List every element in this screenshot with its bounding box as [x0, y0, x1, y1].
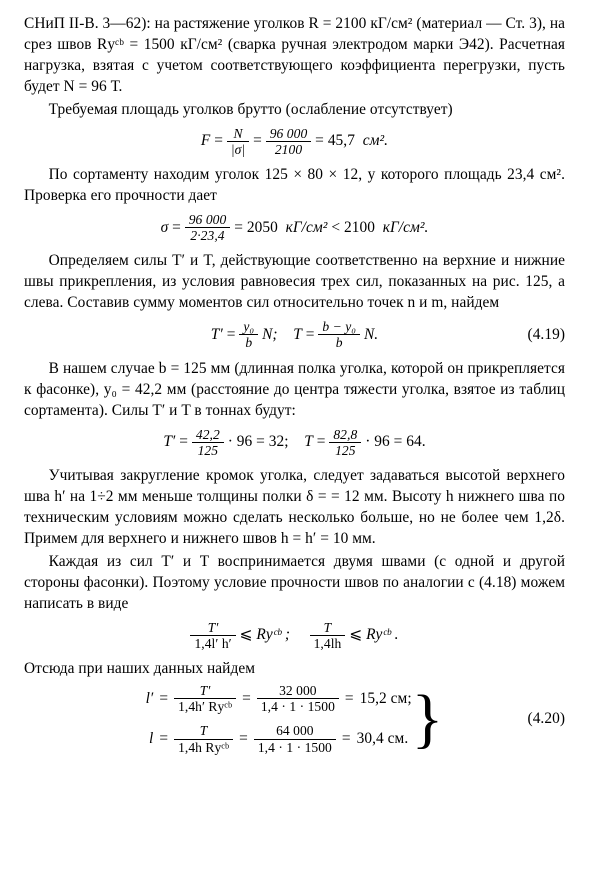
t: 1,4l′ h′ [192, 637, 233, 651]
t: 1,4 · 1 · 1500 [259, 700, 337, 714]
t: По сортаменту находим уголок 125 × 80 × … [24, 166, 565, 204]
t: 2100 [273, 143, 304, 157]
t: b [334, 336, 345, 350]
t: 1,4lh [312, 637, 344, 651]
t: |σ| [229, 143, 247, 157]
t: Учитывая закругление кромок уголка, след… [24, 467, 565, 547]
t: 2·23,4 [188, 229, 226, 243]
t: 1,4h′ Rуᶜᵇ [176, 700, 234, 714]
t: 125 [333, 444, 357, 458]
t: В нашем случае b = 125 мм (длинная полка… [24, 360, 565, 419]
t: 42,2 [194, 428, 222, 442]
t: N [232, 127, 245, 141]
para-6: Учитывая закругление кромок уголка, след… [24, 466, 565, 550]
t: 2100 [344, 218, 375, 239]
t: l′ [146, 689, 154, 710]
t: 96 000 [187, 213, 229, 227]
t: T′ [211, 325, 223, 346]
para-2: Требуемая площадь уголков брутто (ослабл… [24, 100, 565, 121]
t: Rуᶜᵇ ; [256, 625, 290, 646]
t: T [198, 724, 210, 738]
t: T′ [206, 621, 221, 635]
t: N. [364, 325, 378, 346]
t: см². [363, 131, 388, 152]
t: · 96 = 64. [365, 432, 425, 453]
eq-area-F: F = N |σ| = 96 000 2100 = 45,7 см². [24, 127, 565, 157]
para-4: Определяем силы T′ и T, действующие соот… [24, 251, 565, 314]
t: Отсюда при наших данных найдем [24, 660, 255, 677]
t: T [304, 432, 313, 453]
t: N; [262, 325, 278, 346]
t: СНиП II-В. 3—62): на растяжение уголков … [24, 15, 565, 95]
t: Каждая из сил T′ и T воспринимается двум… [24, 553, 565, 612]
t: 1,4 · 1 · 1500 [256, 741, 334, 755]
t: Определяем силы T′ и T, действующие соот… [24, 252, 565, 311]
eq-sigma: σ = 96 000 2·23,4 = 2050 кГ/см² < 2100 к… [24, 213, 565, 243]
t: · 96 = 32; [228, 432, 289, 453]
t: y₀ [241, 320, 256, 334]
t: 32 000 [277, 684, 319, 698]
t: 125 [196, 444, 220, 458]
t: кГ/см² [286, 218, 328, 239]
t: 30,4 см. [357, 729, 409, 750]
para-1: СНиП II-В. 3—62): на растяжение уголков … [24, 14, 565, 98]
t: σ [161, 218, 169, 239]
para-5: В нашем случае b = 125 мм (длинная полка… [24, 359, 565, 422]
t: 15,2 см; [360, 689, 412, 710]
eq-number: (4.19) [528, 325, 565, 346]
t: b − y₀ [320, 320, 358, 334]
eq-4-20: l′ = T′ 1,4h′ Rуᶜᵇ = 32 000 1,4 · 1 · 15… [24, 684, 565, 755]
t: кГ/см². [383, 218, 429, 239]
t: 2050 [247, 218, 278, 239]
t: 45,7 [328, 131, 355, 152]
eq-number: (4.20) [528, 709, 565, 730]
t: 96 000 [268, 127, 310, 141]
t: b [243, 336, 254, 350]
t: 82,8 [331, 428, 359, 442]
t: T′ [163, 432, 175, 453]
t: Требуемая площадь уголков брутто (ослабл… [49, 101, 453, 118]
t: 1,4h Rуᶜᵇ [176, 741, 231, 755]
t: 64 000 [274, 724, 316, 738]
brace-icon: } [412, 686, 444, 752]
eq-4-19: T′ = y₀ b N; T = b − y₀ b N. (4.19) [24, 320, 565, 350]
eq-T-values: T′ = 42,2 125 · 96 = 32; T = 82,8 125 · … [24, 428, 565, 458]
t: Rуᶜᵇ . [366, 625, 398, 646]
t: F [201, 131, 210, 152]
para-3: По сортаменту находим уголок 125 × 80 × … [24, 165, 565, 207]
para-8: Отсюда при наших данных найдем [24, 659, 565, 680]
t: T [322, 621, 334, 635]
t: T′ [198, 684, 213, 698]
t: T [293, 325, 302, 346]
eq-ineq: T′ 1,4l′ h′ ⩽ Rуᶜᵇ ; T 1,4lh ⩽ Rуᶜᵇ . [24, 621, 565, 651]
para-7: Каждая из сил T′ и T воспринимается двум… [24, 552, 565, 615]
t: l [149, 729, 153, 750]
